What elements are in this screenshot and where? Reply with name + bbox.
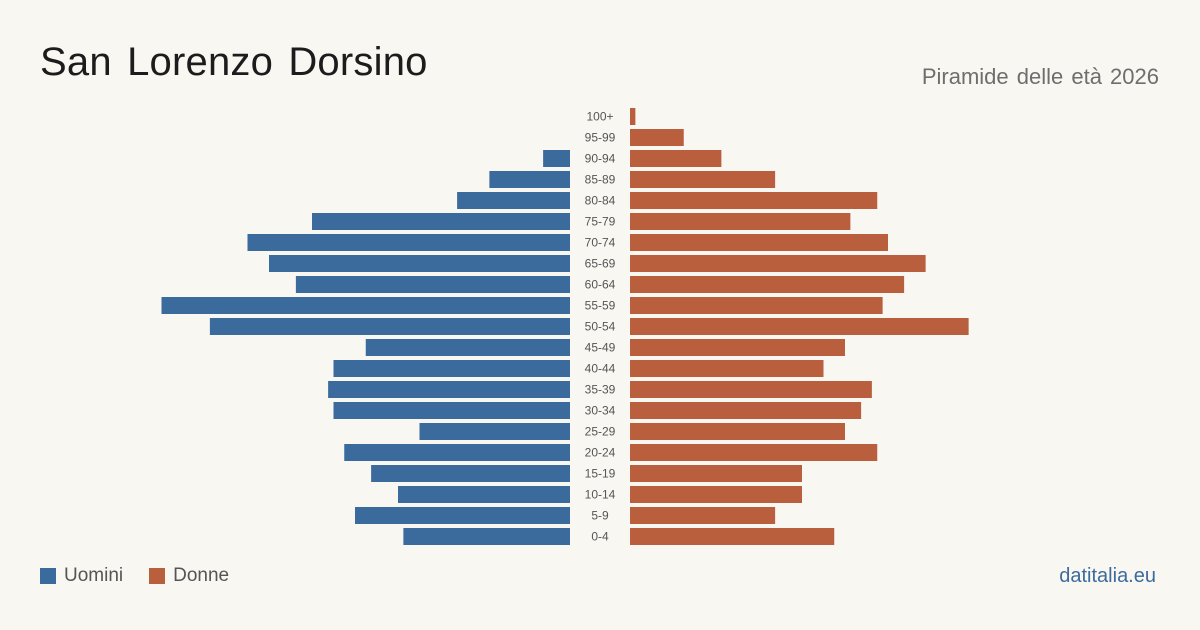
legend: Uomini Donne — [40, 565, 255, 587]
legend-label-women: Donne — [173, 565, 230, 586]
bar-women-15-19 — [630, 465, 802, 482]
bar-women-40-44 — [630, 360, 824, 377]
legend-item-men: Uomini — [40, 565, 123, 587]
bar-women-65-69 — [630, 255, 926, 272]
bar-women-20-24 — [630, 444, 878, 461]
age-group-label: 70-74 — [585, 236, 616, 250]
bar-women-35-39 — [630, 381, 872, 398]
age-group-label: 65-69 — [585, 257, 616, 271]
bar-men-25-29 — [419, 423, 570, 440]
bar-men-30-34 — [333, 402, 570, 419]
age-group-label: 55-59 — [585, 299, 616, 313]
age-group-label: 75-79 — [585, 215, 616, 229]
bar-men-10-14 — [398, 486, 570, 503]
bar-women-25-29 — [630, 423, 845, 440]
bar-women-30-34 — [630, 402, 862, 419]
age-group-label: 50-54 — [585, 320, 616, 334]
age-group-label: 30-34 — [585, 404, 616, 418]
age-group-label: 80-84 — [585, 194, 616, 208]
bar-men-35-39 — [328, 381, 570, 398]
age-group-label: 0-4 — [591, 530, 609, 544]
age-group-label: 60-64 — [585, 278, 616, 292]
age-group-label: 45-49 — [585, 341, 616, 355]
bar-women-100+ — [630, 108, 636, 125]
brand-link[interactable]: datitalia.eu — [1059, 565, 1156, 587]
bar-women-75-79 — [630, 213, 851, 230]
bar-women-95-99 — [630, 129, 684, 146]
bar-men-75-79 — [312, 213, 570, 230]
bar-women-0-4 — [630, 528, 835, 545]
bar-men-50-54 — [209, 318, 570, 335]
bar-men-40-44 — [333, 360, 570, 377]
bar-men-45-49 — [365, 339, 570, 356]
legend-item-women: Donne — [149, 565, 229, 587]
age-group-label: 100+ — [586, 110, 613, 124]
bar-men-80-84 — [457, 192, 570, 209]
age-group-label: 15-19 — [585, 467, 616, 481]
legend-swatch-men — [40, 568, 56, 584]
bar-men-55-59 — [161, 297, 570, 314]
bar-men-90-94 — [543, 150, 570, 167]
bar-women-70-74 — [630, 234, 888, 251]
age-group-label: 95-99 — [585, 131, 616, 145]
bar-women-5-9 — [630, 507, 776, 524]
legend-swatch-women — [149, 568, 166, 584]
age-group-label: 20-24 — [585, 446, 616, 460]
bar-women-50-54 — [630, 318, 969, 335]
age-group-label: 10-14 — [585, 488, 616, 502]
legend-label-men: Uomini — [64, 565, 124, 586]
bar-men-5-9 — [355, 507, 570, 524]
age-group-label: 40-44 — [585, 362, 616, 376]
bar-men-20-24 — [344, 444, 570, 461]
bar-women-60-64 — [630, 276, 905, 293]
chart-subtitle: Piramide delle età 2026 — [921, 64, 1159, 89]
chart-title: San Lorenzo Dorsino — [40, 40, 428, 84]
bar-men-60-64 — [295, 276, 570, 293]
bar-women-90-94 — [630, 150, 722, 167]
age-group-label: 85-89 — [585, 173, 616, 187]
age-group-label: 35-39 — [585, 383, 616, 397]
age-group-label: 25-29 — [585, 425, 616, 439]
bar-women-10-14 — [630, 486, 802, 503]
bar-women-55-59 — [630, 297, 883, 314]
bar-women-85-89 — [630, 171, 776, 188]
bar-men-70-74 — [247, 234, 570, 251]
bar-men-15-19 — [371, 465, 570, 482]
bar-women-45-49 — [630, 339, 845, 356]
bar-men-65-69 — [269, 255, 570, 272]
bar-men-85-89 — [489, 171, 570, 188]
bar-women-80-84 — [630, 192, 878, 209]
bar-men-0-4 — [403, 528, 570, 545]
age-group-label: 90-94 — [585, 152, 616, 166]
age-group-label: 5-9 — [591, 509, 609, 523]
